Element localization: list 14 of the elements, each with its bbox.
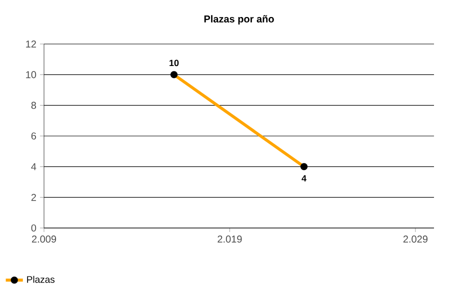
data-label: 10 xyxy=(170,60,179,66)
y-tick-label: 6 xyxy=(31,132,36,140)
x-tick-label: 2.009 xyxy=(32,236,56,243)
y-tick-label: 0 xyxy=(31,224,36,232)
y-tick-label: 12 xyxy=(26,40,36,48)
y-tick-label: 2 xyxy=(31,194,36,201)
y-tick-label: 8 xyxy=(31,102,36,109)
y-tick-label: 4 xyxy=(31,163,36,170)
data-label: 4 xyxy=(302,175,306,182)
legend-label: Plazas xyxy=(27,276,55,283)
x-tick-label: 2.019 xyxy=(218,236,242,243)
chart-title: Plazas por año xyxy=(204,15,274,24)
x-tick-label: 2.029 xyxy=(403,236,428,243)
y-tick-label: 10 xyxy=(26,71,36,78)
